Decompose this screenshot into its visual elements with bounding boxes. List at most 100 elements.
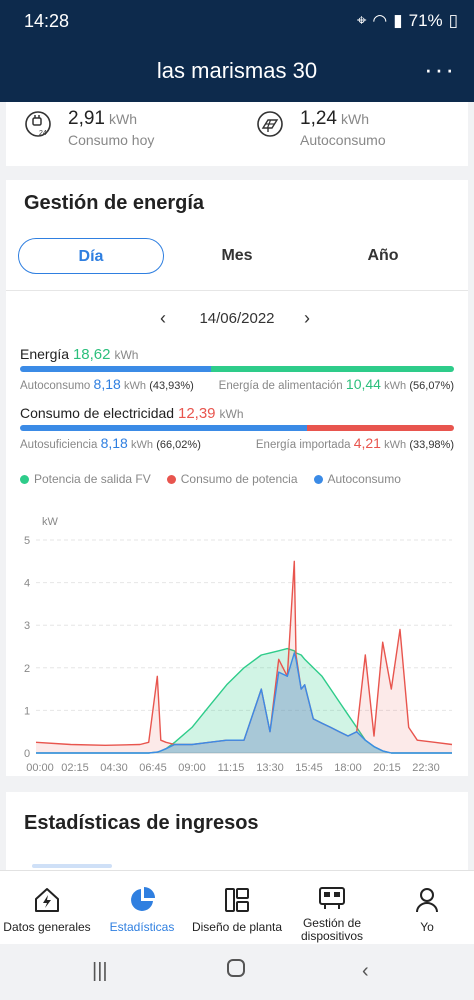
energy-feed-value: 10,44 bbox=[345, 376, 381, 392]
consumption-bar bbox=[20, 425, 454, 431]
bottom-navigation: Datos generales Estadísticas Diseño de p… bbox=[0, 870, 474, 944]
home-icon[interactable] bbox=[226, 958, 246, 984]
house-bolt-icon bbox=[35, 888, 59, 912]
x-tick-label: 04:30 bbox=[100, 762, 128, 774]
x-tick-label: 15:45 bbox=[295, 762, 323, 774]
y-tick-label: 2 bbox=[24, 663, 30, 675]
energy-bar bbox=[20, 366, 454, 372]
self-consumption-label: Autoconsumo bbox=[300, 132, 386, 148]
energy-label: Energía bbox=[20, 346, 70, 362]
battery-percent: 71% bbox=[408, 11, 443, 30]
income-stats-title: Estadísticas de ingresos bbox=[24, 812, 259, 834]
legend-consumption[interactable]: Consumo de potencia bbox=[166, 472, 298, 486]
legend-pv[interactable]: Potencia de salida FV bbox=[20, 472, 151, 486]
plug-24-icon: 24 bbox=[25, 111, 51, 137]
consumption-row-value: 12,39 bbox=[177, 405, 216, 422]
energy-row-title: Energía 18,62 kWh bbox=[20, 346, 138, 363]
consumption-unit: kWh bbox=[108, 111, 137, 127]
app-bar: las marismas 30 ··· bbox=[0, 44, 474, 102]
svg-text:24: 24 bbox=[39, 130, 47, 137]
status-time: 14:28 bbox=[24, 11, 70, 31]
legend-dot-icon bbox=[313, 475, 323, 484]
consumption-suff-stat: Autosuficiencia 8,18 kWh (66,02%) bbox=[20, 435, 201, 451]
self-consumption-value: 1,24 bbox=[300, 108, 337, 129]
series-consumption-area bbox=[36, 561, 452, 753]
x-tick-label: 11:15 bbox=[218, 762, 245, 774]
system-navigation: ||| ‹ bbox=[0, 944, 474, 1000]
tab-day[interactable]: Día bbox=[18, 238, 164, 274]
x-tick-label: 20:15 bbox=[373, 762, 401, 774]
y-tick-label: 3 bbox=[24, 620, 30, 632]
series-self-line bbox=[36, 652, 452, 754]
tab-month[interactable]: Mes bbox=[221, 247, 253, 264]
chevron-left-icon[interactable]: ‹ bbox=[160, 308, 166, 328]
nav-gestion-dispositivos[interactable]: Gestión de dispositivos bbox=[284, 871, 380, 945]
solar-home-icon bbox=[257, 111, 283, 137]
legend-self[interactable]: Autoconsumo bbox=[313, 472, 401, 486]
nav-yo[interactable]: Yo bbox=[380, 871, 474, 945]
energy-unit: kWh bbox=[114, 348, 139, 362]
self-consumption-unit: kWh bbox=[340, 111, 369, 127]
legend-dot-icon bbox=[166, 475, 176, 484]
today-summary-card: 24 2,91 kWh Consumo hoy 1,24 kWh Autoconsu… bbox=[6, 102, 468, 166]
location-icon: ⌖ bbox=[356, 11, 367, 30]
income-stats-card: Estadísticas de ingresos bbox=[6, 792, 468, 872]
status-bar: 14:28 ⌖ ◠ ▮ 71% ▯ bbox=[0, 0, 474, 44]
energy-value: 18,62 bbox=[72, 346, 111, 363]
date-navigator: ‹ 14/06/2022 › bbox=[6, 308, 468, 328]
selected-date[interactable]: 14/06/2022 bbox=[199, 310, 275, 327]
y-tick-label: 1 bbox=[24, 705, 30, 717]
x-tick-label: 18:00 bbox=[334, 762, 362, 774]
nav-estadisticas[interactable]: Estadísticas bbox=[94, 871, 190, 945]
consumption-row-label: Consumo de electricidad bbox=[20, 405, 175, 421]
energy-bar-feed bbox=[210, 366, 454, 372]
device-icon bbox=[319, 887, 345, 909]
recent-apps-icon[interactable]: ||| bbox=[92, 960, 108, 982]
series-pv-area bbox=[36, 648, 452, 753]
battery-icon: ▯ bbox=[448, 11, 458, 30]
consumption-suff-value: 8,18 bbox=[100, 435, 128, 451]
series-consumption-line bbox=[35, 560, 453, 747]
person-icon bbox=[416, 888, 438, 913]
page-title: las marismas 30 bbox=[156, 58, 318, 83]
more-options-icon[interactable]: ··· bbox=[424, 54, 456, 84]
x-tick-label: 22:30 bbox=[412, 762, 440, 774]
pie-chart-icon bbox=[131, 887, 155, 911]
x-tick-label: 09:00 bbox=[178, 762, 206, 774]
period-tabs: Día Mes Año bbox=[18, 238, 458, 274]
energy-self-stat: Autoconsumo 8,18 kWh (43,93%) bbox=[20, 376, 194, 392]
consumption-value: 2,91 bbox=[68, 108, 105, 129]
y-tick-label: 5 bbox=[24, 535, 30, 547]
nav-diseno-planta[interactable]: Diseño de planta bbox=[190, 871, 284, 945]
wifi-icon: ◠ bbox=[372, 11, 388, 30]
energy-self-value: 8,18 bbox=[93, 376, 121, 392]
consumption-row-unit: kWh bbox=[219, 407, 244, 421]
layout-icon bbox=[225, 888, 249, 912]
tab-year[interactable]: Año bbox=[367, 247, 399, 264]
x-tick-label: 06:45 bbox=[139, 762, 167, 774]
power-chart[interactable]: kW 0 1 2 3 4 5 00:00 02:15 04:30 06:45 09:00 11:15 13… bbox=[6, 505, 468, 775]
y-unit-label: kW bbox=[42, 516, 59, 528]
consumption-import-value: 4,21 bbox=[353, 435, 381, 451]
energy-management-title: Gestión de energía bbox=[24, 192, 205, 214]
x-tick-label: 13:30 bbox=[256, 762, 284, 774]
divider bbox=[6, 290, 468, 291]
y-tick-label: 4 bbox=[24, 578, 30, 590]
consumption-label: Consumo hoy bbox=[68, 132, 155, 148]
back-icon[interactable]: ‹ bbox=[362, 960, 369, 982]
energy-bar-self bbox=[20, 366, 211, 372]
nav-datos-generales[interactable]: Datos generales bbox=[0, 871, 94, 945]
income-tab-indicator bbox=[32, 864, 112, 868]
chart-legend: Potencia de salida FV Consumo de potenci… bbox=[20, 472, 401, 486]
y-tick-label: 0 bbox=[24, 748, 30, 760]
x-tick-label: 02:15 bbox=[61, 762, 89, 774]
consumption-bar-import bbox=[306, 425, 454, 431]
consumption-row-title: Consumo de electricidad 12,39 kWh bbox=[20, 405, 244, 422]
consumption-import-stat: Energía importada 4,21 kWh (33,98%) bbox=[255, 435, 454, 451]
consumption-bar-suff bbox=[20, 425, 307, 431]
signal-icon: ▮ bbox=[393, 11, 403, 30]
chevron-right-icon[interactable]: › bbox=[304, 308, 310, 328]
x-tick-label: 00:00 bbox=[26, 762, 54, 774]
energy-feed-stat: Energía de alimentación 10,44 kWh (56,07… bbox=[218, 376, 454, 392]
legend-dot-icon bbox=[20, 475, 29, 484]
